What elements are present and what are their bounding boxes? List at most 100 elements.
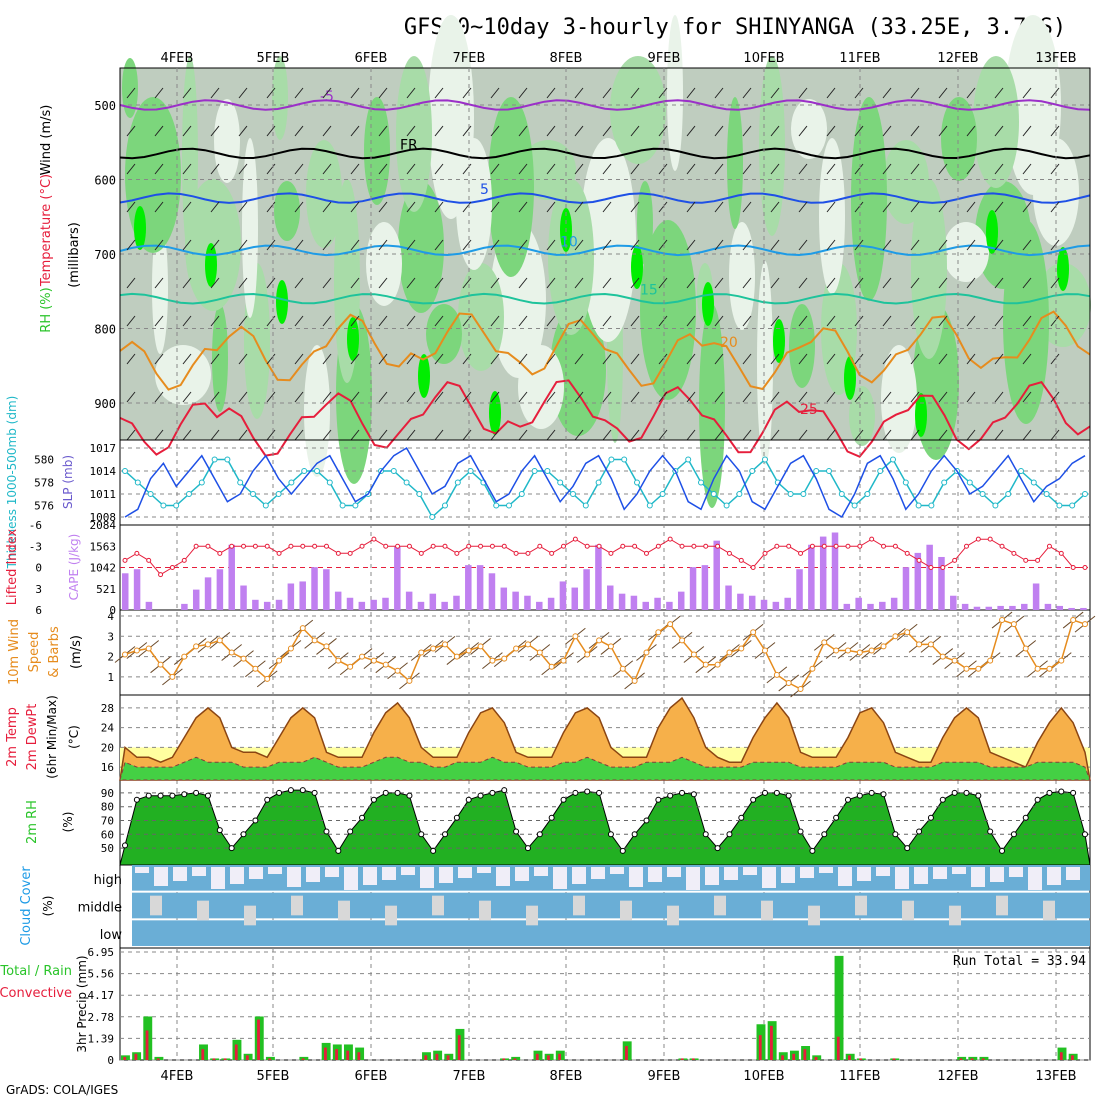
wind-barb — [686, 315, 696, 327]
wind-barb — [238, 277, 248, 289]
wind-barb — [910, 429, 920, 441]
wind-barb — [854, 239, 864, 251]
wind-barb — [322, 201, 332, 213]
cape-bar — [772, 601, 780, 610]
rh-patch-high — [1057, 247, 1069, 291]
credit-label: GrADS: COLA/IGES — [6, 1083, 118, 1097]
wind-barb — [910, 391, 920, 403]
wind-speed-line-point — [679, 637, 686, 644]
wind-barb — [714, 315, 724, 327]
wind-barb — [630, 429, 640, 441]
wind-barb — [322, 163, 332, 175]
precip-convective-bar — [781, 1055, 784, 1060]
wind-barb — [798, 315, 808, 327]
cape-bar — [417, 601, 425, 610]
wind-barb — [630, 315, 640, 327]
lifted-index-point — [466, 543, 472, 549]
rh-point — [702, 831, 709, 838]
wind-barb — [490, 391, 500, 403]
wind-barb — [378, 125, 388, 137]
thickness-line-point — [518, 491, 525, 497]
wind-barb — [966, 429, 976, 441]
wind-barb — [770, 353, 780, 365]
lifted-index-point — [205, 543, 211, 549]
rh-patch — [911, 179, 947, 359]
date-label-bottom: 8FEB — [550, 1069, 583, 1084]
wind-barb — [938, 315, 948, 327]
cloud-high-clear — [496, 867, 510, 886]
thickness-line-point — [928, 502, 935, 509]
wind-barb — [406, 239, 416, 251]
wind-barb — [434, 163, 444, 175]
cape-bar — [1068, 607, 1075, 610]
wind-barb — [154, 391, 164, 403]
cloud-axis-label: Cloud Cover — [19, 866, 34, 946]
temp-label-2: 2m DewPt — [25, 704, 40, 771]
cape-bar — [855, 597, 862, 610]
cloud-layer-label: high — [94, 873, 122, 888]
cloud-middle-gap — [150, 895, 162, 916]
wind-speed-line-point — [785, 679, 792, 686]
thickness-line-point — [326, 479, 333, 486]
date-label-bottom: 5FEB — [257, 1069, 290, 1084]
thickness-tick-label: 580 — [34, 454, 54, 467]
lifted-index-point — [312, 543, 318, 549]
lifted-index-point — [146, 557, 152, 563]
wind-barb — [462, 391, 472, 403]
wind-barb — [714, 125, 724, 137]
temperature-contour — [119, 310, 1091, 391]
cloud-high-clear — [876, 867, 890, 876]
cape-bar — [536, 601, 543, 610]
wind-barb — [490, 277, 500, 289]
wind-barb — [182, 391, 192, 403]
wind-barb — [266, 353, 276, 365]
wind-speed-line-point — [904, 629, 911, 636]
rh-point — [939, 796, 946, 803]
wind10-label-3: & Barbs — [47, 626, 62, 678]
wind-speed-line-point — [501, 655, 508, 662]
cape-bar — [405, 591, 413, 610]
dewpoint-area — [119, 756, 1091, 781]
date-label-top: 10FEB — [743, 51, 784, 66]
wind-barb — [602, 277, 612, 289]
wind-barb — [770, 201, 780, 213]
wind-barb — [994, 353, 1004, 365]
wind-barb — [630, 391, 640, 403]
wind-barb — [630, 87, 640, 99]
contour-label: 5 — [480, 182, 489, 198]
rh-point — [738, 814, 745, 821]
thickness-line-point — [992, 502, 999, 509]
wind-barb — [1022, 429, 1032, 441]
temperature-contour — [119, 192, 1091, 204]
lifted-index-point — [1082, 565, 1088, 570]
thickness-line-point — [915, 502, 922, 509]
lifted-index-point — [537, 543, 543, 549]
wind10-label-4: (m/s) — [69, 635, 84, 669]
wind-barb — [294, 277, 304, 289]
precip-convective-bar — [1071, 1055, 1074, 1060]
rh-patch-high — [915, 393, 927, 437]
cloud-layer-label: low — [100, 928, 123, 943]
lifted-index-point — [169, 565, 175, 570]
precip-convective-bar — [625, 1046, 628, 1060]
lifted-index-point — [300, 543, 306, 549]
wind-barb — [350, 125, 360, 137]
lifted-index-point — [1023, 557, 1029, 563]
wind-barb — [686, 277, 696, 289]
wind-barb — [182, 125, 192, 137]
cape-bar — [973, 606, 981, 610]
wind-barb — [938, 277, 948, 289]
rh-point — [726, 831, 733, 838]
wind-barb — [798, 201, 808, 213]
thickness-line-point — [826, 468, 832, 474]
lifted-index-point — [229, 543, 235, 549]
wind-speed-line-point — [204, 641, 211, 648]
rh-point — [643, 817, 650, 824]
thickness-line-point — [416, 491, 423, 497]
rh-point — [1082, 831, 1088, 838]
lifted-index-point — [1035, 557, 1041, 563]
rh-point — [655, 796, 662, 803]
wind-barb — [182, 163, 192, 175]
wind-barb — [434, 239, 444, 251]
precip-convective-bar — [234, 1044, 238, 1060]
